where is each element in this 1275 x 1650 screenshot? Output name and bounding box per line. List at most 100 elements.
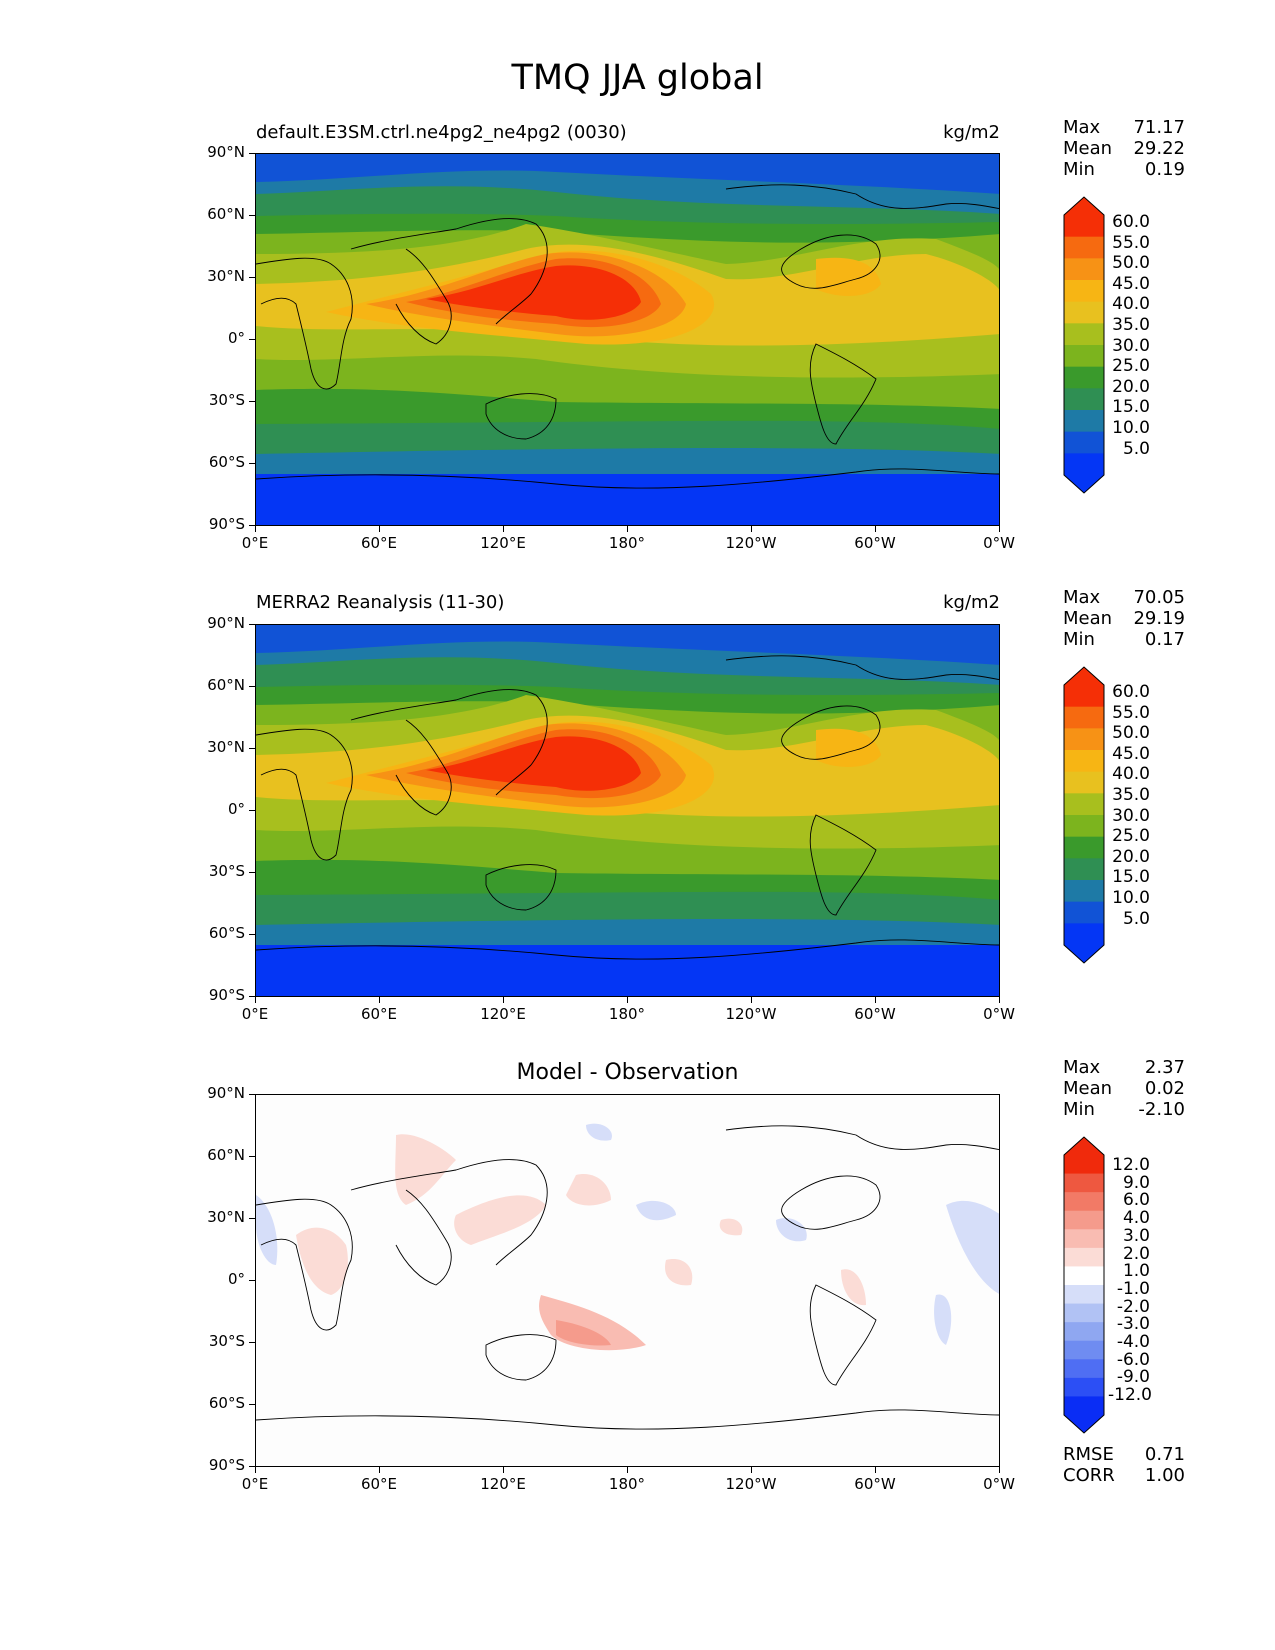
lat-tick-label: 30°S bbox=[208, 1332, 245, 1350]
colorbar-level bbox=[1064, 836, 1104, 859]
colorbar-tick-label: 6.0 bbox=[1122, 1190, 1150, 1211]
colorbar-tick-label: 40.0 bbox=[1112, 764, 1150, 785]
colorbar-tick-label: 9.0 bbox=[1122, 1172, 1150, 1193]
colorbar-tick-label: 55.0 bbox=[1112, 702, 1150, 723]
lon-tick-label: 60°W bbox=[854, 534, 896, 552]
colorbar-tick-label: -1.0 bbox=[1116, 1278, 1150, 1299]
lon-tick-label: 60°W bbox=[854, 1005, 896, 1023]
colorbar-extend-min bbox=[1064, 1415, 1104, 1433]
lat-tick bbox=[249, 339, 255, 340]
lon-tick bbox=[875, 997, 876, 1003]
colorbar-tick-label: 35.0 bbox=[1112, 785, 1150, 805]
lon-tick bbox=[875, 1467, 876, 1473]
lat-tick bbox=[249, 1466, 255, 1467]
colorbar-level bbox=[1064, 236, 1104, 259]
colorbar-tick-label: -6.0 bbox=[1116, 1349, 1150, 1370]
colorbar-tick-label: 30.0 bbox=[1112, 335, 1150, 356]
colorbar-level bbox=[1064, 880, 1104, 903]
colorbar-extend-max bbox=[1064, 197, 1104, 215]
panel2-units: kg/m2 bbox=[943, 592, 1000, 613]
colorbar-tick-label: 45.0 bbox=[1112, 743, 1150, 764]
lat-tick-label: 30°N bbox=[207, 267, 245, 285]
lon-tick-label: 180° bbox=[608, 1475, 646, 1493]
lat-tick-label: 60°S bbox=[208, 924, 245, 942]
field-contours bbox=[256, 154, 999, 474]
lon-tick bbox=[379, 997, 380, 1003]
colorbar-level bbox=[1064, 258, 1104, 281]
colorbar-level bbox=[1064, 901, 1104, 924]
colorbar-tick-label: 15.0 bbox=[1112, 867, 1150, 888]
lat-tick-label: 30°S bbox=[208, 862, 245, 880]
lon-tick-label: 60°E bbox=[360, 1475, 398, 1493]
colorbar-tick-label: -12.0 bbox=[1108, 1385, 1152, 1406]
colorbar-level bbox=[1064, 1377, 1104, 1397]
colorbar-level bbox=[1064, 388, 1104, 411]
lon-tick bbox=[503, 1467, 504, 1473]
lon-tick bbox=[379, 1467, 380, 1473]
lon-tick bbox=[999, 997, 1000, 1003]
panel1-stats: Max 71.17 Mean 29.22 Min 0.19 bbox=[1063, 117, 1185, 180]
colorbar-level bbox=[1064, 1396, 1104, 1416]
colorbar-tick-label: 50.0 bbox=[1112, 723, 1150, 744]
colorbar-tick-label: 12.0 bbox=[1112, 1155, 1150, 1175]
colorbar-level bbox=[1064, 1173, 1104, 1193]
lon-tick bbox=[379, 526, 380, 532]
colorbar-level bbox=[1064, 1303, 1104, 1323]
panel2-stats: Max 70.05 Mean 29.19 Min 0.17 bbox=[1063, 587, 1185, 650]
lon-tick bbox=[875, 526, 876, 532]
colorbar-level bbox=[1064, 301, 1104, 324]
panel3-bottom-stats: RMSE 0.71 CORR 1.00 bbox=[1063, 1444, 1185, 1486]
lat-tick-label: 90°N bbox=[207, 143, 245, 161]
colorbar-tick-label: -3.0 bbox=[1116, 1314, 1150, 1335]
stat-label: Mean bbox=[1063, 138, 1113, 159]
colorbar-tick-label: 30.0 bbox=[1112, 805, 1150, 826]
lat-tick bbox=[249, 624, 255, 625]
panel3-map bbox=[255, 1094, 1000, 1467]
stat-label: Min bbox=[1063, 629, 1095, 650]
lat-tick bbox=[249, 401, 255, 402]
colorbar-level bbox=[1064, 685, 1104, 708]
colorbar-level bbox=[1064, 1285, 1104, 1305]
lon-tick bbox=[627, 997, 628, 1003]
lat-tick bbox=[249, 1342, 255, 1343]
colorbar-tick-label: 25.0 bbox=[1112, 356, 1150, 377]
lon-tick bbox=[503, 526, 504, 532]
colorbar-level bbox=[1064, 410, 1104, 433]
lat-tick-label: 60°N bbox=[207, 1146, 245, 1164]
panel1-units: kg/m2 bbox=[943, 122, 1000, 143]
colorbar-tick-label: 2.0 bbox=[1122, 1243, 1150, 1264]
colorbar-level bbox=[1064, 1266, 1104, 1286]
colorbar-level bbox=[1064, 453, 1104, 476]
coastlines bbox=[256, 1125, 999, 1430]
lon-tick bbox=[255, 526, 256, 532]
panel3-colorbar bbox=[1062, 1135, 1106, 1439]
lon-tick-label: 180° bbox=[608, 1005, 646, 1023]
stat-value: 70.05 bbox=[1133, 587, 1185, 608]
lat-tick bbox=[249, 810, 255, 811]
colorbar-tick-label: 60.0 bbox=[1112, 682, 1150, 702]
lat-tick-label: 30°N bbox=[207, 1208, 245, 1226]
lon-tick bbox=[751, 997, 752, 1003]
stat-value: 2.37 bbox=[1144, 1057, 1185, 1078]
stat-label: Max bbox=[1063, 587, 1101, 608]
colorbar-tick-label: 3.0 bbox=[1122, 1225, 1150, 1246]
lon-tick bbox=[503, 997, 504, 1003]
colorbar-tick-label: -4.0 bbox=[1116, 1332, 1150, 1352]
coastlines bbox=[256, 655, 999, 960]
colorbar-tick-label: 10.0 bbox=[1112, 888, 1150, 908]
lon-tick-label: 0°W bbox=[983, 534, 1015, 552]
panel1-colorbar bbox=[1062, 195, 1106, 499]
lat-tick-label: 90°S bbox=[208, 1456, 245, 1474]
lon-tick-label: 120°W bbox=[725, 534, 777, 552]
stat-label: Min bbox=[1063, 1099, 1095, 1120]
colorbar-level bbox=[1064, 1229, 1104, 1249]
field-contours bbox=[256, 625, 999, 945]
colorbar-tick-label: 5.0 bbox=[1122, 908, 1150, 929]
lon-tick bbox=[627, 1467, 628, 1473]
lon-tick-label: 0°E bbox=[241, 1005, 269, 1023]
panel3-title: Model - Observation bbox=[516, 1060, 739, 1085]
lat-tick-label: 30°N bbox=[207, 738, 245, 756]
lat-tick-label: 30°S bbox=[208, 391, 245, 409]
colorbar-level bbox=[1064, 793, 1104, 816]
lon-tick-label: 120°W bbox=[725, 1005, 777, 1023]
